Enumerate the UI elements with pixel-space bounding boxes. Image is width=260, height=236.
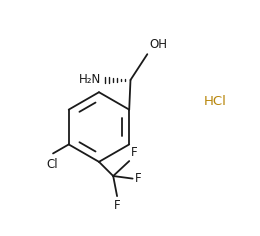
- Text: F: F: [131, 146, 138, 159]
- Text: F: F: [134, 172, 141, 185]
- Text: OH: OH: [149, 38, 167, 51]
- Text: H₂N: H₂N: [79, 73, 101, 86]
- Text: HCl: HCl: [204, 95, 227, 108]
- Text: F: F: [114, 199, 120, 212]
- Text: Cl: Cl: [46, 158, 57, 171]
